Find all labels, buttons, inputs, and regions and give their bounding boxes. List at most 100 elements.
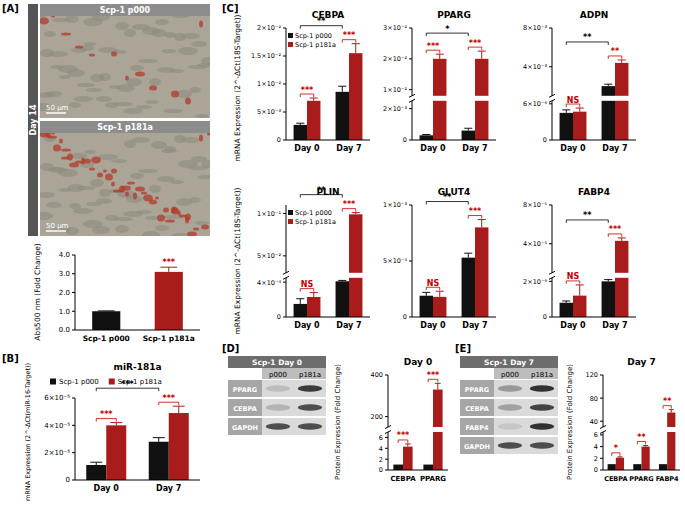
error-bar bbox=[576, 108, 584, 112]
y-tick bbox=[283, 140, 286, 141]
error-stem bbox=[313, 293, 314, 297]
plot-marks bbox=[420, 220, 489, 317]
lipid-droplet bbox=[127, 182, 135, 185]
chart-title: miR-181a bbox=[114, 362, 162, 372]
axis-break-gap bbox=[412, 96, 496, 101]
y-tick-label: 6×10⁻⁶ bbox=[523, 100, 547, 108]
lipid-droplet bbox=[207, 133, 210, 136]
legend-label: Scp-1 p181a bbox=[295, 218, 336, 226]
lipid-droplet bbox=[143, 195, 153, 202]
y-tick bbox=[549, 281, 552, 282]
y-tick bbox=[409, 89, 412, 90]
error-bar bbox=[338, 86, 346, 92]
band bbox=[530, 385, 554, 392]
texture bbox=[77, 83, 95, 87]
bar bbox=[149, 442, 169, 480]
legend-swatch bbox=[288, 210, 293, 215]
significance: *** bbox=[342, 31, 356, 43]
lipid-droplet bbox=[40, 18, 49, 25]
texture bbox=[157, 67, 175, 73]
bar bbox=[659, 464, 667, 470]
lipid-droplet bbox=[51, 16, 55, 18]
lipid-droplet bbox=[199, 21, 203, 28]
y-tick-label: 2×10⁻² bbox=[383, 55, 407, 63]
texture bbox=[69, 102, 81, 108]
row-label: Day 14 bbox=[29, 104, 38, 135]
bar bbox=[393, 465, 403, 470]
row-header bbox=[228, 380, 262, 397]
error-stem bbox=[439, 54, 440, 59]
band bbox=[298, 423, 322, 430]
texture bbox=[149, 185, 161, 193]
y-axis bbox=[552, 28, 553, 96]
texture bbox=[40, 212, 53, 220]
error-bar bbox=[562, 110, 570, 113]
error-stem bbox=[481, 51, 482, 59]
texture bbox=[84, 42, 96, 46]
bar-chart: 02×10⁻⁶4×10⁻⁵8×10⁻⁵Day 0Day 7FABP4NS****… bbox=[523, 187, 636, 330]
plot-marks bbox=[86, 406, 189, 480]
legend: Scp-1 p000Scp-1 p181a bbox=[288, 32, 336, 49]
y-tick-label: 2.0 bbox=[59, 289, 70, 297]
bar bbox=[433, 297, 446, 317]
x-tick-label: Day 0 bbox=[420, 321, 446, 330]
error-cap bbox=[310, 98, 318, 99]
bar bbox=[106, 425, 126, 480]
lipid-droplet bbox=[135, 187, 145, 192]
x-tick-label: PPARG bbox=[629, 475, 653, 483]
texture bbox=[52, 18, 70, 22]
significance: *** bbox=[468, 39, 482, 51]
y-tick bbox=[549, 243, 552, 244]
blot-title: Scp-1 Day 7 bbox=[484, 358, 534, 367]
axis-break bbox=[385, 431, 391, 434]
y-tick bbox=[600, 398, 603, 399]
significance: * bbox=[612, 444, 620, 456]
y-axis-label: Protein Expression (Fold Change) bbox=[566, 364, 574, 480]
image-body bbox=[40, 133, 210, 236]
error-bar bbox=[405, 444, 411, 447]
texture bbox=[163, 109, 183, 113]
axis-break bbox=[549, 99, 555, 102]
texture bbox=[40, 92, 55, 98]
texture bbox=[99, 189, 111, 197]
texture bbox=[195, 221, 209, 225]
y-tick bbox=[72, 311, 75, 312]
lane-label: p181a bbox=[531, 371, 553, 379]
legend-label: Scp-1 p181a bbox=[295, 41, 336, 49]
error-cap bbox=[435, 383, 441, 384]
y-tick-label: 0.0 bbox=[59, 326, 70, 334]
error-bar bbox=[669, 410, 674, 413]
significance: *** bbox=[159, 394, 179, 406]
lane-label: p000 bbox=[501, 371, 519, 379]
significance: ** bbox=[663, 397, 672, 409]
protein-label: CEBPA bbox=[233, 405, 256, 413]
texture bbox=[151, 141, 167, 149]
lipid-droplet bbox=[83, 159, 91, 164]
lipid-droplet bbox=[155, 197, 159, 200]
error-stem bbox=[342, 86, 343, 92]
significance-label: *** bbox=[609, 225, 622, 234]
membrane bbox=[262, 418, 326, 435]
significance-label: *** bbox=[397, 431, 410, 440]
row-header bbox=[460, 399, 494, 416]
texture bbox=[149, 78, 161, 86]
error-bar bbox=[478, 220, 486, 228]
x-tick-label: Day 7 bbox=[336, 321, 361, 330]
y-tick-label: 6 bbox=[379, 434, 383, 442]
x-axis bbox=[552, 140, 636, 141]
y-tick-label: 0 bbox=[277, 136, 281, 144]
x-tick-label: Day 0 bbox=[294, 321, 320, 330]
error-bar bbox=[98, 310, 115, 311]
image-title: Scp-1 p000 bbox=[100, 6, 151, 15]
lane-header bbox=[494, 368, 558, 379]
bar bbox=[667, 413, 675, 470]
legend-swatch bbox=[109, 379, 115, 385]
lipid-droplet bbox=[199, 135, 203, 142]
chart-title: ADPN bbox=[580, 10, 609, 20]
texture bbox=[172, 16, 190, 18]
y-tick-label: 6 bbox=[594, 431, 598, 439]
significance-label: *** bbox=[343, 31, 356, 40]
texture bbox=[46, 202, 62, 208]
chart-title: PPARG bbox=[437, 10, 471, 20]
error-bar bbox=[422, 292, 430, 295]
